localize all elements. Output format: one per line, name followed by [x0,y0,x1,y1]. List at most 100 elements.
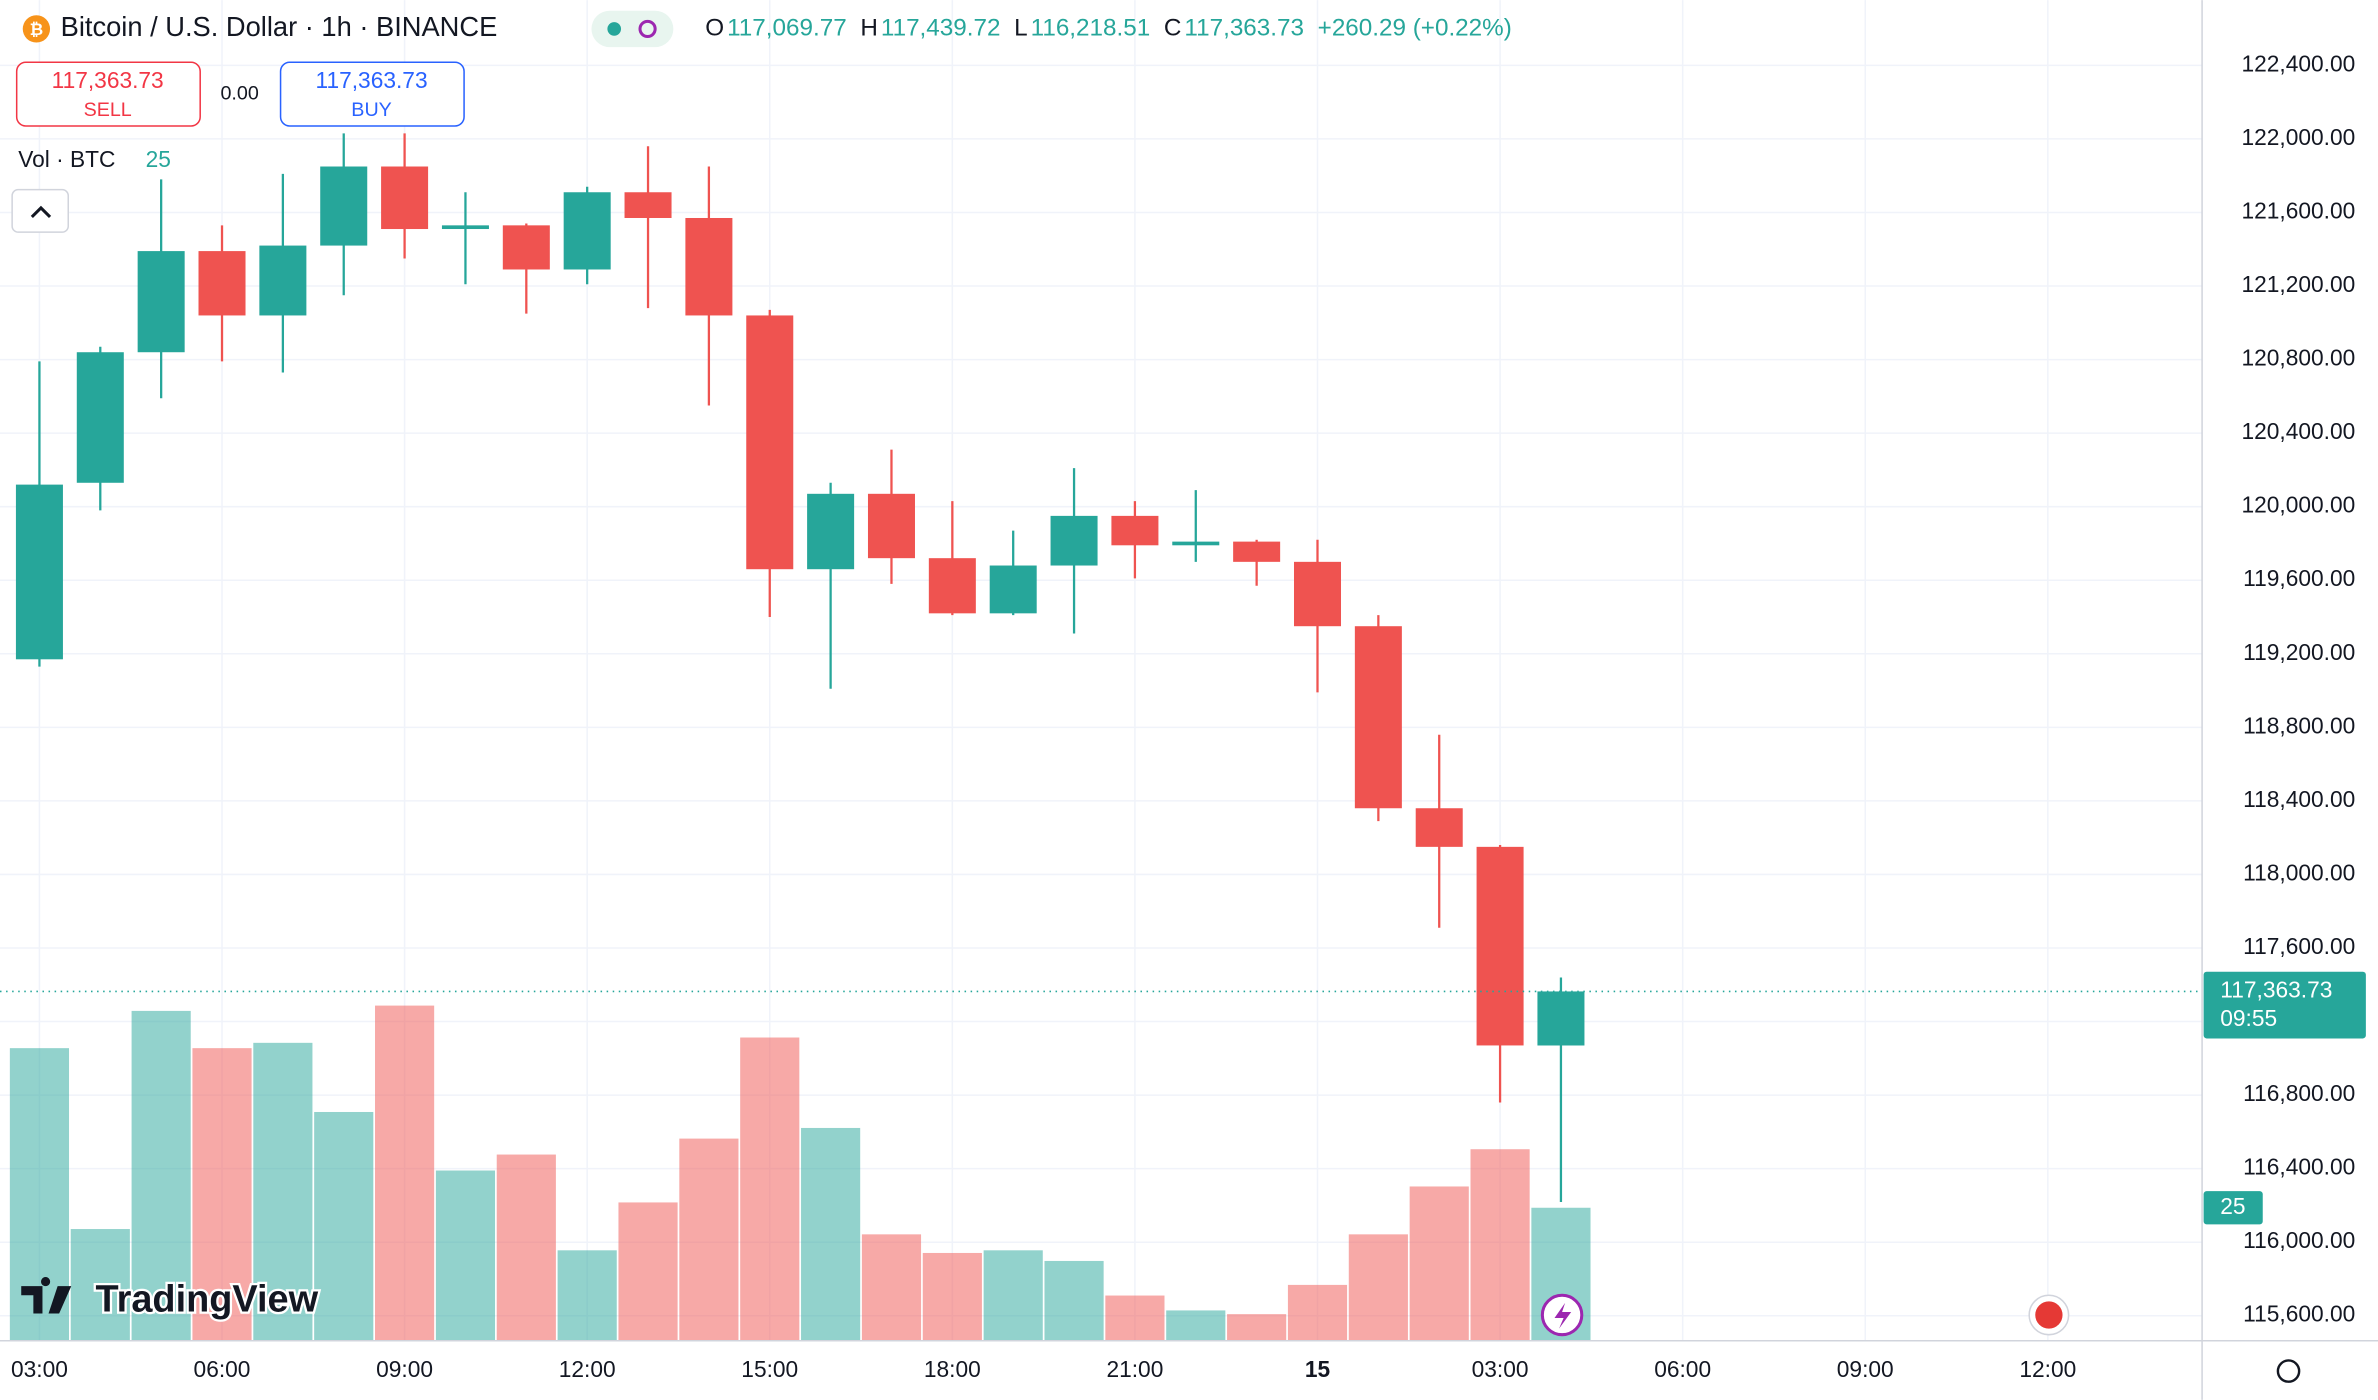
y-tick-label: 116,800.00 [2243,1080,2355,1106]
price-tag-value: 117,363.73 [2220,976,2332,1002]
x-tick-label: 21:00 [1106,1356,1163,1382]
volume-bar [375,1005,435,1341]
volume-bar [192,1048,252,1341]
volume-layer [9,1005,1591,1341]
volume-tag-value: 25 [2220,1193,2245,1219]
y-tick-label: 120,000.00 [2241,492,2355,518]
axes: 115,600.00 116,000.00 116,400.00 116,800.00… [0,50,2366,1382]
collapse-icon [30,205,52,219]
candle-body [1050,515,1098,566]
ohlc-legend: O 117,069.77 H 117,439.72 L 116,218.51 C 117,36… [705,14,1512,41]
x-tick-label: 03:00 [1472,1356,1529,1382]
candle-body [1354,626,1402,809]
sell-button[interactable] [15,61,201,127]
volume-bar [1044,1260,1104,1341]
collapse-button[interactable] [11,188,70,233]
volume-bar [1105,1295,1165,1341]
ohlc-key: L [1014,14,1027,41]
candle-layer [15,133,1585,1203]
volume-bar [1348,1234,1408,1341]
status-pill[interactable] [591,10,674,48]
candle-body [746,315,794,570]
x-tick-label: 12:00 [559,1356,616,1382]
y-tick-label: 121,200.00 [2241,271,2355,297]
volume-bar [496,1154,556,1341]
volume-bar [922,1252,982,1341]
y-tick-label: 120,400.00 [2241,418,2355,444]
y-tick-label: 117,600.00 [2243,933,2355,959]
buy-label: BUY [351,99,392,121]
candle-body [807,493,855,570]
volume-bar [983,1250,1043,1341]
y-tick-label: 116,000.00 [2243,1227,2355,1253]
candle-body [1415,808,1463,847]
candle-body [685,217,733,316]
ohlc-value: 117,069.77 [727,14,847,41]
data-status [638,19,657,39]
x-tick-label: 06:00 [194,1356,251,1382]
candle-body [989,565,1037,614]
btc-symbol: ₿ [30,20,44,39]
brand-name: TradingView [96,1278,319,1320]
volume-bar [1470,1149,1530,1341]
y-tick-label: 116,400.00 [2243,1154,2355,1180]
y-tick-label: 118,000.00 [2243,859,2355,885]
sell-label: SELL [84,99,132,121]
x-tick-label: 12:00 [2019,1356,2076,1382]
volume-bar [314,1111,374,1341]
logo-mark [21,1277,72,1314]
ohlc-change: +260.29 (+0.22%) [1318,14,1512,41]
volume-bar [1409,1186,1469,1341]
settings-button[interactable] [2276,1359,2301,1383]
buy-price: 117,363.73 [316,67,428,93]
candle-body [137,251,185,353]
candle-body [381,166,429,230]
volume-bar [435,1170,496,1341]
candle-body [1172,541,1220,546]
x-tick-label: 06:00 [1654,1356,1711,1382]
candle-body [928,558,976,614]
symbol-title[interactable]: Bitcoin / U.S. Dollar · 1h · BINANCE [61,11,498,42]
event-icon [1554,1302,1572,1329]
volume-bar [1227,1314,1287,1341]
volume-bar [679,1138,739,1341]
x-tick-label: 15 [1305,1356,1331,1382]
sell-price: 117,363.73 [52,67,164,93]
y-tick-label: 115,600.00 [2243,1301,2355,1327]
x-tick-label: 18:00 [924,1356,981,1382]
spread: 0.00 [220,82,258,104]
candle-body [15,484,63,660]
y-tick-label: 118,800.00 [2243,712,2355,738]
y-tick-label: 122,400.00 [2241,50,2355,76]
y-tick-label: 119,200.00 [2243,639,2355,665]
y-tick-label: 119,600.00 [2243,565,2355,591]
x-tick-label: 03:00 [11,1356,68,1382]
volume-bar [740,1037,800,1341]
candle-body [198,251,246,316]
market-status [607,22,622,36]
volume-bar [557,1250,617,1341]
volume-bar [131,1010,191,1341]
buy-button[interactable] [279,61,465,127]
candle-body [1111,515,1159,546]
volume-bar [801,1127,861,1341]
x-tick-label: 09:00 [376,1356,433,1382]
candle-body [563,192,611,270]
candle-body [1537,991,1585,1046]
candle-body [1476,846,1524,1046]
candle-body [1293,561,1342,627]
candle-body [259,245,307,316]
candle-body [867,493,915,559]
y-tick-label: 118,400.00 [2243,786,2355,812]
x-tick-label: 09:00 [1837,1356,1894,1382]
price-tag-countdown: 09:55 [2220,1005,2277,1031]
volume-bar [861,1234,922,1341]
volume-legend-label: Vol · BTC [18,146,115,172]
btc-icon [22,15,51,43]
volume-bar [618,1202,678,1341]
volume-bar [1287,1284,1348,1341]
volume-bar [70,1229,130,1341]
candle-body [502,225,550,270]
price-tag [2203,971,2366,1039]
